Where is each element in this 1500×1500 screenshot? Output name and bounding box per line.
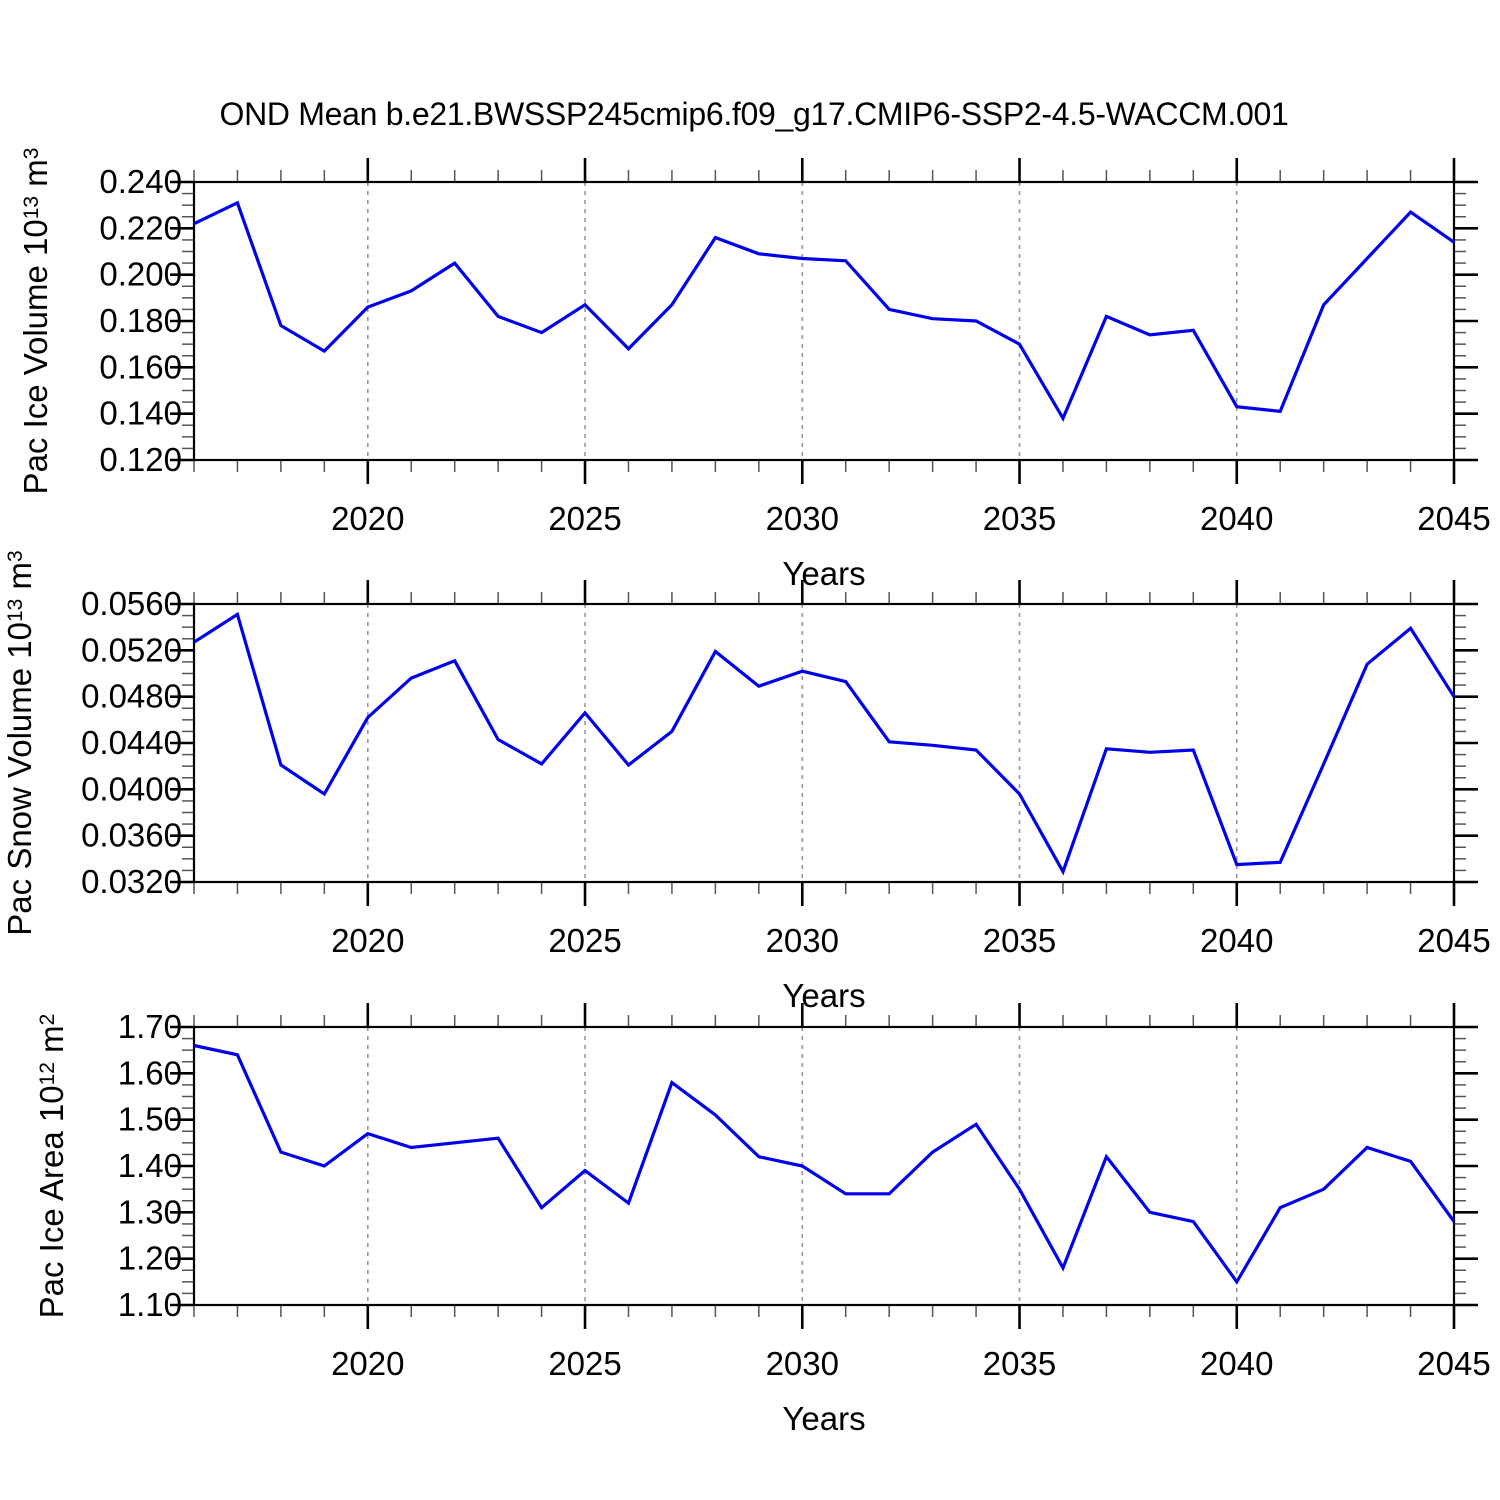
y-tick-label: 0.0440 xyxy=(81,724,182,761)
y-tick-label: 1.60 xyxy=(118,1054,182,1091)
exponent: 13 xyxy=(4,598,27,623)
y-tick-label: 0.0520 xyxy=(81,631,182,668)
x-tick-label: 2025 xyxy=(548,1345,621,1382)
data-line-pac-snow-volume xyxy=(193,611,1456,876)
x-tick-label: 2045 xyxy=(1417,1345,1490,1382)
panel-pac-ice-area: 1.10 1.20 1.30 1.40 1.50 1.60 1.70 2020 2025 2030… xyxy=(118,1003,1491,1382)
y-axis-label-snow-volume: Pac Snow Volume 1013 m3 xyxy=(1,550,38,936)
x-tick-label: 2030 xyxy=(766,500,839,537)
y-tick-label: 0.200 xyxy=(99,256,182,293)
x-tick-label: 2040 xyxy=(1200,922,1273,959)
x-tick-label: 2030 xyxy=(766,1345,839,1382)
x-tick-label: 2020 xyxy=(331,500,404,537)
x-tick-label: 2040 xyxy=(1200,1345,1273,1382)
x-tick-label: 2030 xyxy=(766,922,839,959)
panel-pac-ice-volume: 0.120 0.140 0.160 0.180 0.200 0.220 0.240 2020 2… xyxy=(99,158,1491,537)
y-tick-label: 1.40 xyxy=(118,1147,182,1184)
exponent: 3 xyxy=(4,550,27,562)
y-tick-label: 0.0400 xyxy=(81,770,182,807)
y-tick-label: 0.160 xyxy=(99,348,182,385)
chart-title: OND Mean b.e21.BWSSP245cmip6.f09_g17.CMI… xyxy=(219,96,1289,132)
y-tick-label: 1.30 xyxy=(118,1193,182,1230)
x-tick-label: 2040 xyxy=(1200,500,1273,537)
x-tick-label: 2035 xyxy=(983,922,1056,959)
panel-frame xyxy=(192,602,1456,884)
x-tick-label: 2020 xyxy=(331,1345,404,1382)
y-tick-label: 0.0560 xyxy=(81,585,182,622)
x-axis-label-panel2: Years xyxy=(782,977,866,1014)
exponent: 2 xyxy=(36,1013,59,1026)
y-tick-label: 0.0320 xyxy=(81,863,182,900)
x-tick-label: 2045 xyxy=(1417,922,1490,959)
panel-frame xyxy=(192,180,1456,462)
x-tick-label: 2035 xyxy=(983,1345,1056,1382)
x-tick-label: 2045 xyxy=(1417,500,1490,537)
y-axis-label-ice-area: Pac Ice Area 1012 m2 xyxy=(33,1013,70,1319)
y-tick-label: 0.140 xyxy=(99,395,182,432)
y-tick-label: 0.0480 xyxy=(81,678,182,715)
y-tick-label: 1.50 xyxy=(118,1101,182,1138)
x-axis-label-panel1: Years xyxy=(782,555,866,592)
y-tick-label: 0.240 xyxy=(99,163,182,200)
exponent: 12 xyxy=(36,1062,59,1086)
x-axis-label-panel3: Years xyxy=(782,1400,866,1437)
y-tick-label: 1.10 xyxy=(118,1286,182,1323)
data-line-pac-ice-volume xyxy=(193,200,1455,422)
y-tick-label: 0.0360 xyxy=(81,817,182,854)
y-tick-label: 0.120 xyxy=(99,441,182,478)
data-line-pac-ice-area xyxy=(193,1043,1456,1285)
x-tick-label: 2020 xyxy=(331,922,404,959)
exponent: 3 xyxy=(20,147,43,160)
panel-frame xyxy=(192,1025,1456,1307)
y-axis-label-ice-volume: Pac Ice Volume 1013 m3 xyxy=(17,147,54,495)
exponent: 13 xyxy=(20,195,43,220)
y-tick-label: 0.220 xyxy=(99,209,182,246)
y-tick-label: 1.70 xyxy=(118,1008,182,1045)
x-tick-label: 2025 xyxy=(548,500,621,537)
panel-pac-snow-volume: 0.0320 0.0360 0.0400 0.0440 0.0480 0.0520 0.05… xyxy=(81,580,1491,959)
y-tick-label: 1.20 xyxy=(118,1240,182,1277)
x-tick-label: 2025 xyxy=(548,922,621,959)
x-tick-label: 2035 xyxy=(983,500,1056,537)
y-tick-label: 0.180 xyxy=(99,302,182,339)
